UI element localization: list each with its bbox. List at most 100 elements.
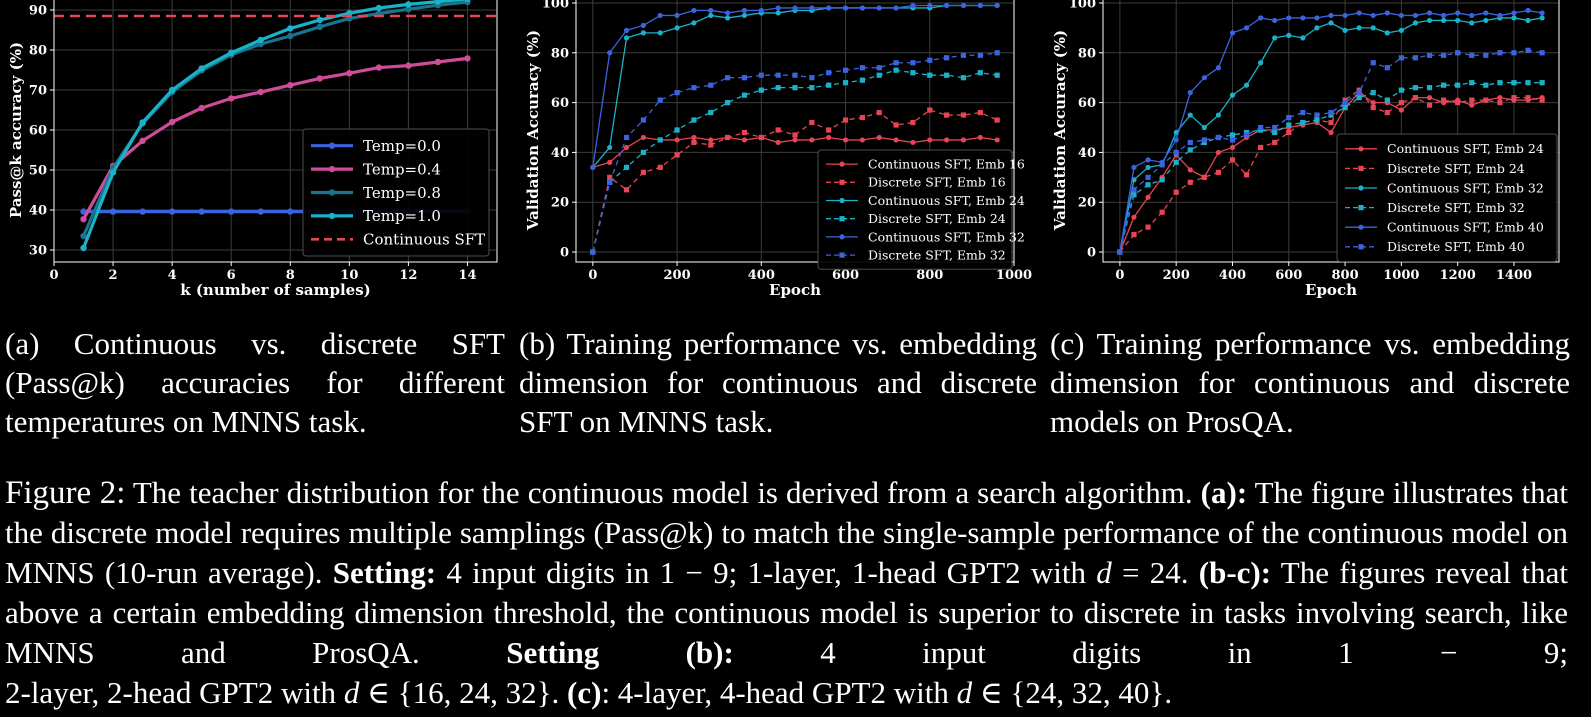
x-tick-label: 10 bbox=[340, 268, 358, 283]
x-tick-label: 0 bbox=[1115, 268, 1124, 283]
series-4-point bbox=[1229, 30, 1236, 36]
series-1-point bbox=[1455, 100, 1461, 106]
legend: Temp=0.0 Temp=0.4 Temp=0.8 Temp=1.0 Continuo… bbox=[302, 128, 490, 257]
series-4-point bbox=[657, 12, 663, 19]
series-0-point bbox=[910, 139, 916, 146]
x-tick-label: 200 bbox=[1163, 268, 1190, 283]
series-0-point bbox=[1187, 167, 1193, 173]
series-3-point bbox=[775, 85, 781, 91]
series-5-point bbox=[1384, 65, 1390, 71]
series-5-point bbox=[590, 249, 596, 255]
legend-marker bbox=[839, 234, 845, 240]
series-5-point bbox=[944, 55, 950, 61]
series-4-point bbox=[1412, 12, 1419, 19]
series-4-point bbox=[944, 2, 950, 9]
series-3-point bbox=[758, 87, 764, 93]
series-5-point bbox=[927, 57, 933, 63]
series-1-point bbox=[927, 107, 933, 113]
series-0-point bbox=[809, 137, 815, 143]
series-1-point bbox=[1131, 232, 1137, 238]
series-4-point bbox=[1342, 12, 1348, 19]
series-3-point bbox=[944, 72, 950, 78]
legend-label: Continuous SFT, Emb 40 bbox=[1387, 220, 1544, 235]
series-1-point bbox=[168, 118, 176, 126]
series-4-point bbox=[826, 5, 832, 11]
legend-marker bbox=[328, 189, 336, 196]
series-1-point bbox=[1159, 209, 1165, 215]
series-1-point bbox=[674, 152, 680, 158]
x-tick-label: 600 bbox=[1275, 268, 1302, 283]
series-2-point bbox=[708, 12, 714, 19]
series-0-point bbox=[691, 134, 697, 141]
series-3-point bbox=[1229, 132, 1236, 138]
series-0-point bbox=[623, 144, 630, 151]
series-3-point bbox=[977, 70, 983, 76]
series-1-point bbox=[893, 122, 899, 128]
series-1-point bbox=[1258, 144, 1264, 151]
series-1-point bbox=[1370, 104, 1376, 111]
series-3-point bbox=[1426, 85, 1433, 91]
series-1-point bbox=[1497, 100, 1503, 106]
x-tick-label: 12 bbox=[399, 268, 417, 283]
x-tick-label: 2 bbox=[109, 268, 118, 283]
series-3-point bbox=[168, 86, 176, 94]
series-3-point bbox=[139, 119, 146, 126]
series-4-point bbox=[640, 22, 646, 28]
series-4-point bbox=[758, 7, 764, 14]
subcaption-a: (a) Continuous vs. discrete SFT (Pass@k)… bbox=[5, 326, 505, 439]
series-3-point bbox=[1286, 122, 1292, 128]
series-5-point bbox=[1328, 109, 1334, 116]
plot-frame bbox=[575, 0, 1015, 263]
series-4-point bbox=[893, 5, 899, 11]
series-3-point bbox=[741, 92, 748, 98]
series-5-point bbox=[1370, 60, 1376, 66]
series-0-point bbox=[826, 134, 832, 141]
series-5-point bbox=[1342, 100, 1348, 106]
series-3-point bbox=[910, 70, 916, 76]
series-1-point bbox=[623, 187, 630, 193]
series-1-point bbox=[198, 104, 205, 112]
series-4-point bbox=[1314, 15, 1320, 21]
series-2-point bbox=[1384, 30, 1390, 36]
series-3-point bbox=[228, 49, 235, 56]
series-1-point bbox=[859, 114, 865, 121]
series-4-point bbox=[1511, 10, 1517, 16]
series-4-point bbox=[607, 50, 613, 56]
series-3-point bbox=[994, 72, 1000, 78]
series-3-point bbox=[1145, 182, 1151, 188]
series-1-point bbox=[977, 109, 983, 116]
plot-frame bbox=[53, 0, 498, 263]
series-2-point bbox=[674, 25, 680, 31]
series-4-point bbox=[1328, 12, 1334, 19]
series-1-point bbox=[1229, 157, 1236, 163]
series-0-point bbox=[1229, 144, 1236, 151]
legend-marker bbox=[839, 197, 845, 204]
series-5-point bbox=[792, 72, 798, 78]
series-2-point bbox=[775, 10, 781, 16]
series-4-point bbox=[674, 12, 680, 19]
series-5-point bbox=[960, 52, 967, 58]
series-5-point bbox=[1539, 50, 1545, 56]
series-5-point bbox=[1159, 162, 1165, 168]
series-3-point bbox=[674, 127, 680, 133]
y-tick-label: 60 bbox=[551, 96, 569, 111]
x-tick-label: 1400 bbox=[1496, 268, 1532, 283]
series-5-point bbox=[1356, 90, 1362, 96]
series-1-point bbox=[1215, 169, 1222, 175]
series-2-point bbox=[1412, 20, 1419, 26]
series-3-point bbox=[80, 244, 87, 252]
series-2-point bbox=[405, 6, 412, 13]
series-1-point bbox=[405, 62, 412, 69]
series-1-point bbox=[809, 119, 815, 126]
y-tick-label: 80 bbox=[551, 46, 569, 61]
series-1-point bbox=[607, 174, 613, 180]
series-5-point bbox=[1398, 55, 1404, 61]
series-1-point bbox=[1511, 95, 1517, 101]
series-0-point bbox=[1398, 107, 1404, 113]
series-2-point bbox=[1215, 112, 1222, 118]
legend-marker bbox=[328, 212, 336, 220]
series-2-point bbox=[1525, 17, 1531, 24]
series-1-point bbox=[1398, 100, 1404, 106]
series-3-point bbox=[1370, 90, 1376, 96]
series-2-point bbox=[1370, 25, 1376, 31]
